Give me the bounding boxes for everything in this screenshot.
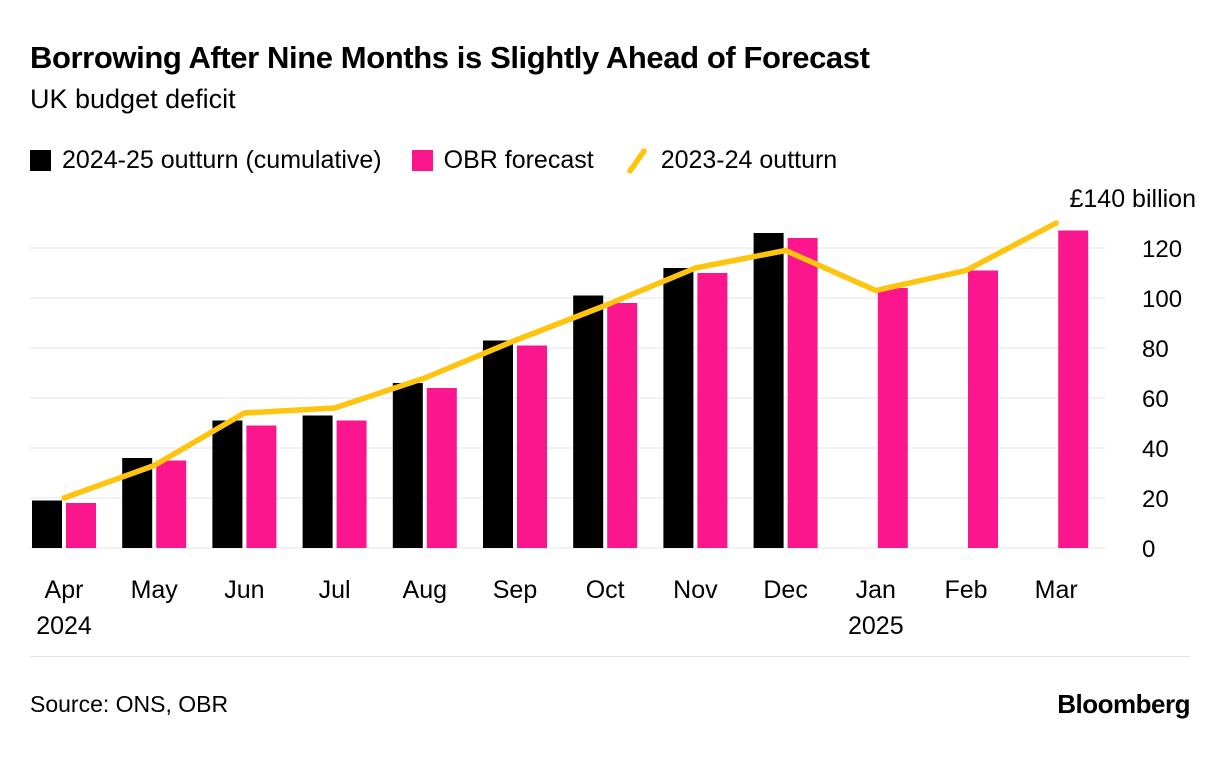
bar-sep-forecast — [517, 345, 547, 548]
bar-dec-forecast — [787, 238, 818, 548]
x-axis-label: Nov — [673, 576, 718, 604]
bloomberg-logo: Bloomberg — [1057, 689, 1190, 719]
bar-jan-forecast — [877, 288, 908, 548]
legend-item: 2024-25 outturn (cumulative) — [30, 146, 382, 175]
y-axis-label: 0 — [1142, 536, 1155, 563]
bar-nov-forecast — [697, 273, 728, 548]
legend: 2024-25 outturn (cumulative) OBR forecast… — [30, 146, 837, 175]
y-axis-label: 60 — [1142, 386, 1169, 413]
x-axis-label: Dec — [763, 576, 807, 604]
footer: Source: ONS, OBR Bloomberg — [30, 656, 1190, 720]
x-axis-label: Jun — [224, 576, 264, 604]
page-title: Borrowing After Nine Months is Slightly … — [30, 40, 870, 75]
legend-item: OBR forecast — [411, 146, 594, 175]
legend-label: 2024-25 outturn (cumulative) — [62, 146, 382, 174]
x-axis-year-label: 2024 — [36, 612, 92, 640]
x-axis-label: Jan — [856, 576, 896, 604]
bar-mar-forecast — [1058, 230, 1089, 548]
legend-swatch-icon — [411, 150, 433, 171]
page-subtitle: UK budget deficit — [30, 84, 236, 114]
y-axis-label: 120 — [1142, 236, 1182, 263]
x-axis-label: Mar — [1035, 576, 1078, 604]
bar-oct-outturn — [573, 295, 604, 548]
y-axis-label: 100 — [1142, 286, 1182, 313]
bar-oct-forecast — [607, 303, 638, 548]
bar-feb-forecast — [968, 270, 998, 548]
x-axis-label: Apr — [45, 576, 84, 604]
bar-aug-forecast — [426, 388, 457, 548]
bar-jul-outturn — [302, 415, 333, 548]
bar-nov-outturn — [663, 268, 694, 548]
x-axis-label: Oct — [586, 576, 625, 604]
y-axis-unit-label: £140 billion — [1070, 185, 1197, 213]
bar-dec-outturn — [753, 233, 784, 548]
x-axis-year-label: 2025 — [848, 612, 904, 640]
x-axis-label: Jul — [319, 576, 351, 604]
bar-jun-outturn — [212, 420, 243, 548]
y-axis-label: 20 — [1142, 486, 1169, 513]
bar-jun-forecast — [246, 425, 277, 548]
legend-label: 2023-24 outturn — [660, 146, 838, 174]
chart-svg: 0 20 40 60 80 100 120 £140 billion Apr May Jun Jul A… — [30, 185, 1197, 640]
bar-sep-outturn — [483, 340, 513, 548]
bar-may-forecast — [156, 460, 187, 548]
outturn-line — [61, 220, 1059, 501]
x-axis-label: May — [131, 576, 179, 604]
legend-line-stroke — [626, 147, 647, 174]
bar-apr-forecast — [66, 503, 96, 548]
legend-item: 2023-24 outturn — [624, 146, 838, 175]
legend-swatch-icon — [30, 150, 51, 171]
y-axis-label: 40 — [1142, 436, 1169, 463]
x-axis-label: Feb — [944, 576, 987, 604]
y-axis-label: 80 — [1142, 336, 1169, 363]
legend-label: OBR forecast — [443, 146, 594, 174]
bar-aug-outturn — [392, 383, 423, 548]
x-axis-label: Aug — [403, 576, 447, 604]
legend-line-slash-icon — [626, 147, 647, 174]
x-axis-label: Sep — [493, 576, 537, 604]
bar-apr-outturn — [32, 500, 62, 548]
source-label: Source: ONS, OBR — [30, 691, 229, 717]
bar-jul-forecast — [336, 420, 367, 548]
